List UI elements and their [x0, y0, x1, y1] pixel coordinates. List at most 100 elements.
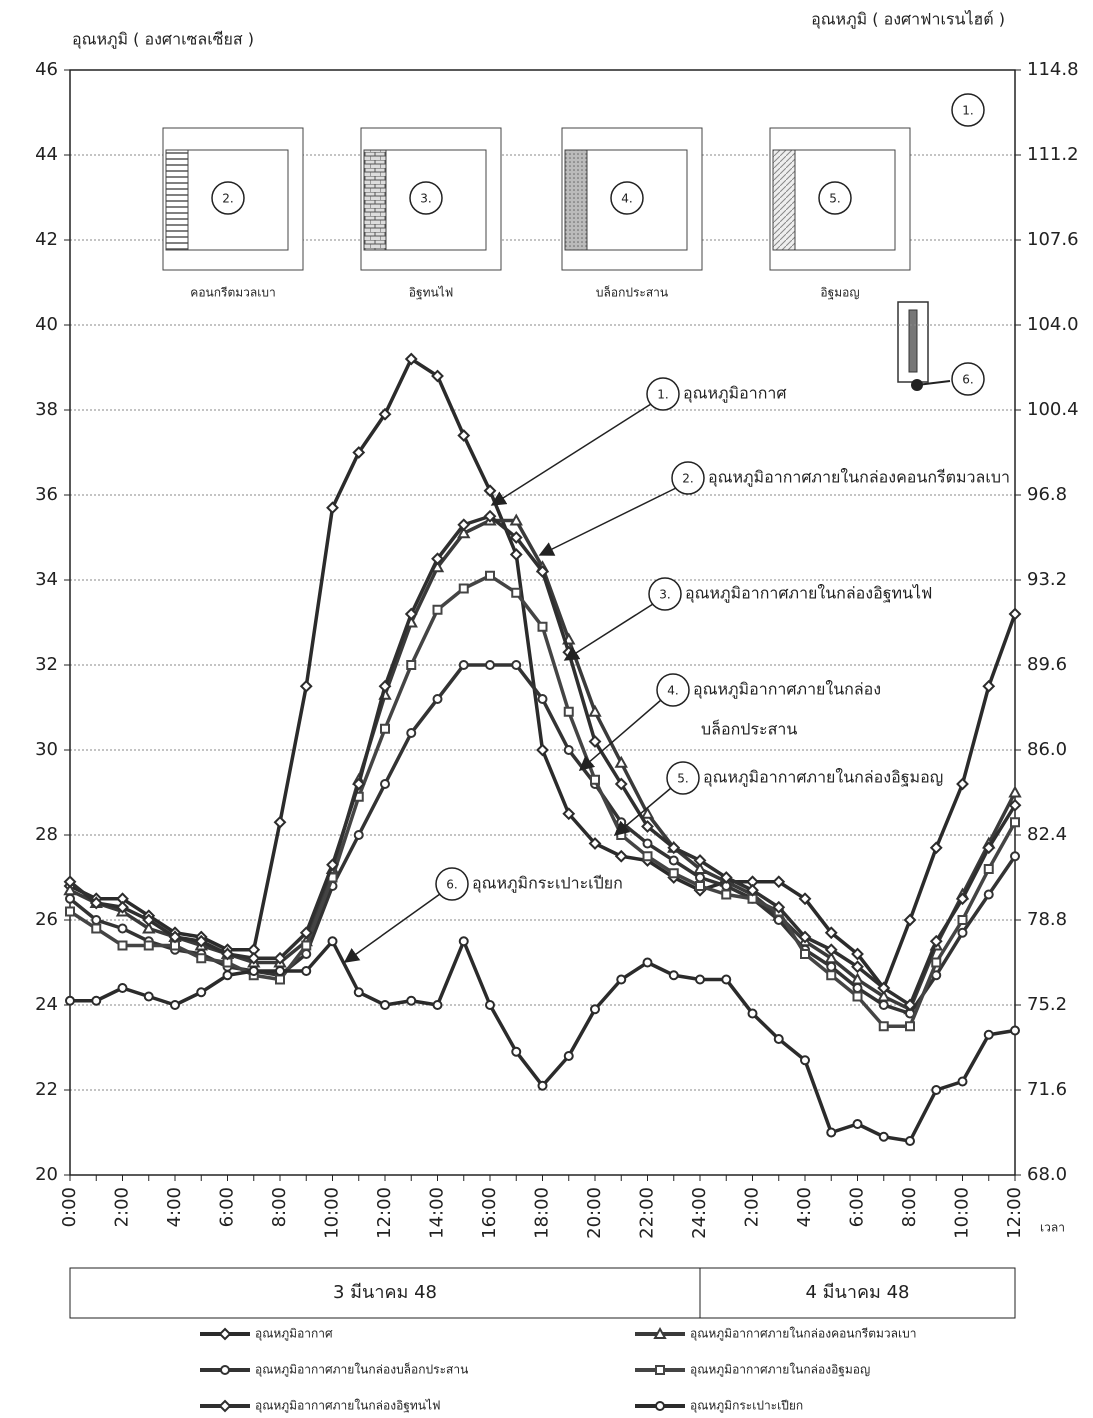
series — [65, 936, 1020, 1146]
data-point — [641, 820, 654, 833]
marker — [218, 1327, 232, 1341]
number-circle — [648, 577, 682, 611]
data-point — [852, 983, 863, 993]
y2-tick-label: 104.0 — [1027, 314, 1079, 335]
box-wall — [363, 149, 387, 251]
y-tick-label: 38 — [35, 399, 58, 420]
y-tick-label: 28 — [35, 824, 58, 845]
thermometer-icon — [897, 301, 951, 391]
number-label: 2. — [222, 192, 233, 206]
data-point — [485, 660, 495, 670]
data-point — [431, 369, 444, 383]
data-point — [457, 429, 471, 442]
y-tick-label: 26 — [35, 909, 58, 930]
data-point — [301, 966, 312, 976]
data-point — [1010, 851, 1020, 862]
data-point — [273, 815, 287, 829]
data-point — [746, 883, 759, 897]
data-point — [196, 987, 207, 998]
data-point — [1008, 785, 1022, 798]
number-circle — [951, 93, 985, 127]
data-point — [116, 900, 129, 914]
data-point — [458, 660, 469, 670]
data-point — [668, 855, 679, 866]
data-point — [1010, 817, 1020, 828]
legend-label: อุณหภูมิอากาศภายในกล่องบล็อกประสาน — [255, 1362, 468, 1378]
data-point — [406, 660, 417, 670]
data-point — [537, 1080, 548, 1091]
legend-label: อุณหภูมิอากาศภายในกล่องคอนกรีตมวลเบา — [690, 1327, 916, 1342]
data-point — [1010, 1025, 1020, 1036]
marker — [655, 1365, 665, 1375]
data-point — [957, 1076, 968, 1087]
data-point — [852, 1119, 863, 1129]
data-point — [695, 872, 705, 883]
data-point — [432, 1000, 443, 1010]
data-point — [352, 777, 366, 791]
data-point — [432, 694, 443, 704]
x-tick-label: 6:00 — [847, 1187, 868, 1227]
data-point — [353, 830, 364, 840]
data-point — [299, 926, 313, 940]
data-point — [117, 940, 128, 951]
data-point — [903, 998, 917, 1012]
data-point — [772, 875, 786, 889]
data-point — [117, 983, 128, 993]
data-point — [616, 974, 627, 985]
data-point — [1008, 607, 1022, 621]
data-point — [458, 936, 469, 947]
data-point — [956, 777, 969, 791]
data-point — [275, 974, 285, 985]
data-point — [142, 921, 156, 934]
data-point — [563, 706, 574, 717]
data-point — [588, 837, 602, 850]
marker — [218, 1399, 232, 1413]
box-label: คอนกรีตมวลเบา — [190, 286, 275, 300]
data-point — [168, 930, 182, 944]
data-point — [957, 915, 968, 925]
y-tick-label: 46 — [35, 59, 58, 80]
number-label: 1. — [657, 388, 668, 402]
data-point — [222, 970, 233, 981]
annotation-arrow — [578, 699, 662, 771]
x-tick-label: 10:00 — [952, 1187, 973, 1239]
y2-tick-label: 107.6 — [1027, 229, 1079, 250]
data-point — [537, 621, 548, 632]
y2-tick-label: 75.2 — [1027, 994, 1067, 1015]
data-point — [588, 735, 602, 748]
number-circle — [409, 181, 443, 215]
annotation-text: อุณหภูมิอากาศภายในกล่องคอนกรีตมวลเบา — [708, 468, 1010, 488]
data-point — [170, 1000, 180, 1010]
data-point — [380, 723, 390, 734]
number-label: 4. — [667, 684, 678, 698]
data-point — [878, 1000, 889, 1010]
annotation-text: อุณหภูมิอากาศภายในกล่องอิฐมอญ — [703, 768, 943, 788]
data-point — [301, 940, 312, 951]
data-point — [983, 864, 994, 874]
x-tick-label: 22:00 — [637, 1187, 658, 1239]
annotation-text: อุณหภูมิอากาศภายในกล่อง — [693, 680, 881, 700]
data-point — [642, 851, 653, 862]
data-point — [65, 906, 75, 917]
box-wall — [564, 149, 588, 251]
data-point — [693, 854, 707, 867]
number-circle — [656, 673, 690, 707]
data-point — [800, 1055, 810, 1066]
data-point — [1008, 798, 1022, 812]
data-point — [851, 947, 864, 961]
number-circle — [610, 181, 644, 215]
data-point — [65, 893, 75, 904]
y2-axis-label: อุณหภูมิ ( องศาฟาเรนไฮต์ ) — [811, 10, 1005, 30]
data-point — [642, 957, 653, 968]
data-point — [352, 446, 366, 459]
data-point — [721, 974, 732, 985]
data-point — [509, 513, 523, 526]
data-point — [798, 892, 812, 906]
data-point — [931, 1085, 942, 1095]
y2-tick-label: 71.6 — [1027, 1079, 1067, 1100]
y2-tick-label: 93.2 — [1027, 569, 1067, 590]
marker — [220, 1365, 230, 1375]
date-label: 4 มีนาคม 48 — [806, 1282, 910, 1303]
y-tick-label: 40 — [35, 314, 58, 335]
